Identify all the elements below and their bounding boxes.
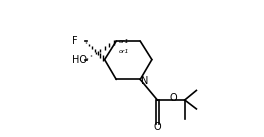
Text: F: F [72, 36, 77, 46]
Text: N: N [141, 76, 149, 86]
Text: HO: HO [72, 55, 87, 65]
Text: or1: or1 [118, 39, 129, 44]
Text: or1: or1 [118, 49, 129, 54]
Text: O: O [154, 122, 161, 132]
Text: O: O [169, 93, 177, 103]
